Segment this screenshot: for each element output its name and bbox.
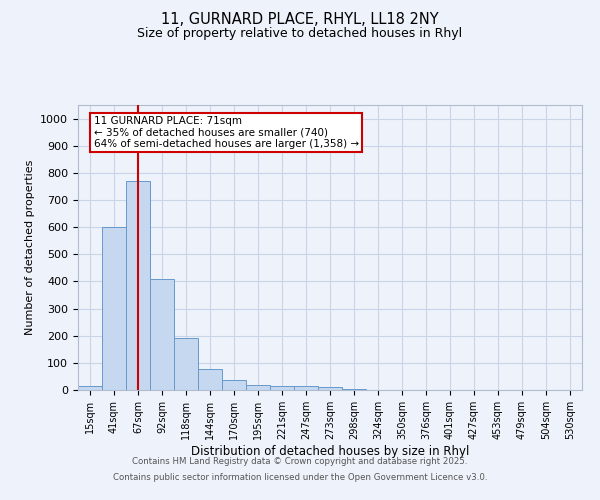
Bar (318, 388, 342, 390)
Bar (150, 278, 174, 390)
X-axis label: Distribution of detached houses by size in Rhyl: Distribution of detached houses by size … (191, 444, 469, 458)
Bar (198, 370, 222, 390)
Y-axis label: Number of detached properties: Number of detached properties (25, 160, 35, 335)
Bar (222, 380, 246, 390)
Text: Contains public sector information licensed under the Open Government Licence v3: Contains public sector information licen… (113, 472, 487, 482)
Bar (270, 386, 294, 390)
Bar (126, 181, 150, 390)
Bar (246, 385, 270, 390)
Bar (102, 227, 126, 390)
Bar (294, 386, 318, 390)
Bar (342, 388, 366, 390)
Text: Size of property relative to detached houses in Rhyl: Size of property relative to detached ho… (137, 28, 463, 40)
Bar (78, 386, 102, 390)
Bar (174, 338, 198, 390)
Text: Contains HM Land Registry data © Crown copyright and database right 2025.: Contains HM Land Registry data © Crown c… (132, 458, 468, 466)
Text: 11, GURNARD PLACE, RHYL, LL18 2NY: 11, GURNARD PLACE, RHYL, LL18 2NY (161, 12, 439, 28)
Text: 11 GURNARD PLACE: 71sqm
← 35% of detached houses are smaller (740)
64% of semi-d: 11 GURNARD PLACE: 71sqm ← 35% of detache… (94, 116, 359, 149)
